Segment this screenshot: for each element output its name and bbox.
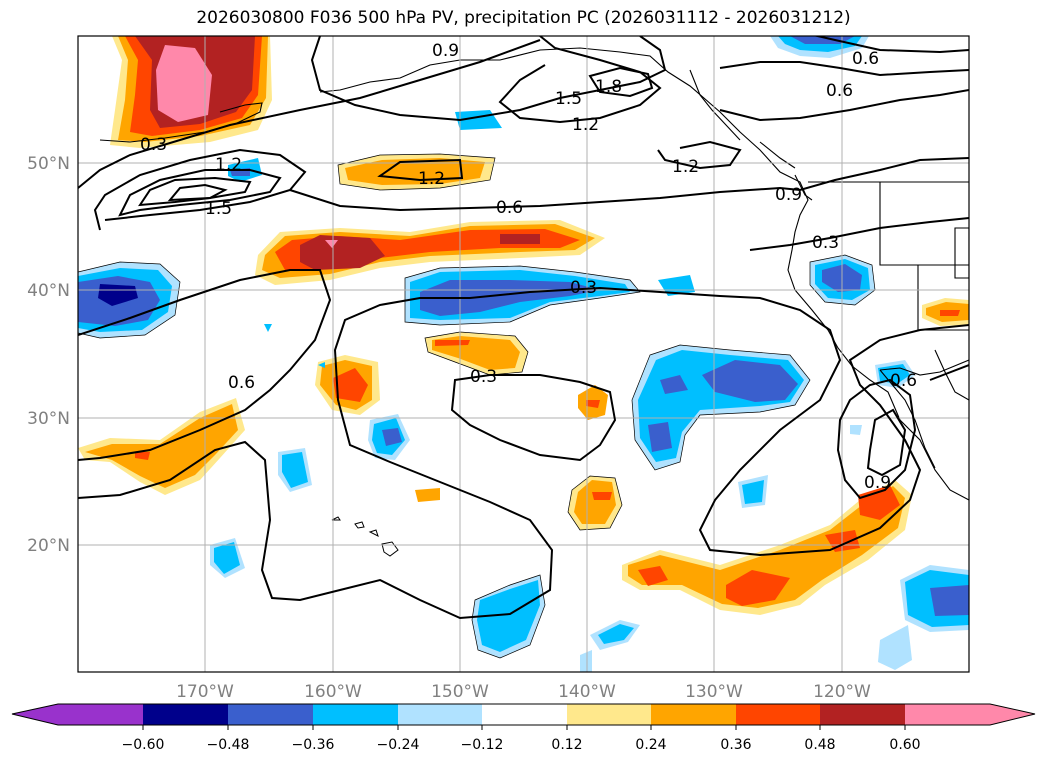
colorbar-extend-high: [905, 704, 1035, 725]
colorbar-tick: −0.24: [377, 737, 420, 753]
lon-label: 130°W: [685, 682, 743, 702]
colorbar-tick: −0.48: [207, 737, 250, 753]
contour-label: 1.2: [215, 155, 242, 175]
colorbar-swatch: [567, 704, 651, 725]
contour-label: 0.3: [812, 233, 839, 253]
contour-label: 1.2: [572, 115, 599, 135]
map-frame: [77, 35, 970, 673]
lat-label: 50°N: [27, 154, 70, 174]
colorbar-swatch: [736, 704, 820, 725]
colorbar-tick: 0.24: [635, 737, 666, 753]
colorbar-tick: −0.60: [122, 737, 165, 753]
colorbar-swatch: [143, 704, 228, 725]
lat-label: 20°N: [27, 536, 70, 556]
colorbar-tick: 0.60: [889, 737, 920, 753]
contour-label: 0.6: [228, 373, 255, 393]
lon-label: 140°W: [558, 682, 616, 702]
lon-label: 120°W: [813, 682, 871, 702]
colorbar-tick: −0.12: [461, 737, 504, 753]
contour-label: 0.6: [852, 49, 879, 69]
contour-label: 0.3: [140, 135, 167, 155]
precip-outlines: [78, 153, 876, 659]
pv-contours: [78, 36, 969, 620]
colorbar-tick: 0.36: [720, 737, 751, 753]
colorbar-swatch: [228, 704, 313, 725]
colorbar-tick: −0.36: [292, 737, 335, 753]
lat-label: 30°N: [27, 409, 70, 429]
contour-label: 0.6: [890, 371, 917, 391]
colorbar-swatch: [482, 704, 567, 725]
lat-label: 40°N: [27, 281, 70, 301]
colorbar-extend-low: [12, 704, 143, 725]
map-title: 2026030800 F036 500 hPa PV, precipitatio…: [196, 8, 851, 28]
colorbar-swatch: [820, 704, 905, 725]
contour-label: 0.9: [775, 185, 802, 205]
contour-label: 1.5: [555, 89, 582, 109]
map-panel: 0.9 0.6 0.6 1.8 1.5 1.2 0.3 1.2 1.5 1.2 …: [78, 36, 969, 672]
contour-label: 0.6: [826, 81, 853, 101]
contour-label: 0.3: [570, 278, 597, 298]
colorbar-swatch: [313, 704, 398, 725]
contour-label: 0.6: [496, 198, 523, 218]
islands: [331, 516, 399, 557]
colorbar-swatch: [398, 704, 482, 725]
contour-label: 1.2: [418, 169, 445, 189]
colorbar-swatch: [651, 704, 736, 725]
contour-label: 0.9: [432, 41, 459, 61]
colorbar-tick: 0.12: [551, 737, 582, 753]
contour-label: 0.3: [470, 367, 497, 387]
contour-label: 0.9: [864, 473, 891, 493]
lon-label: 160°W: [304, 682, 362, 702]
lon-label: 150°W: [431, 682, 489, 702]
lon-label: 170°W: [176, 682, 234, 702]
contour-label: 1.2: [672, 157, 699, 177]
colorbar: −0.60 −0.48 −0.36 −0.24 −0.12 0.12 0.24 …: [11, 703, 1036, 753]
contour-label: 1.8: [595, 77, 622, 97]
colorbar-tick: 0.48: [804, 737, 835, 753]
contour-label: 1.5: [205, 199, 232, 219]
